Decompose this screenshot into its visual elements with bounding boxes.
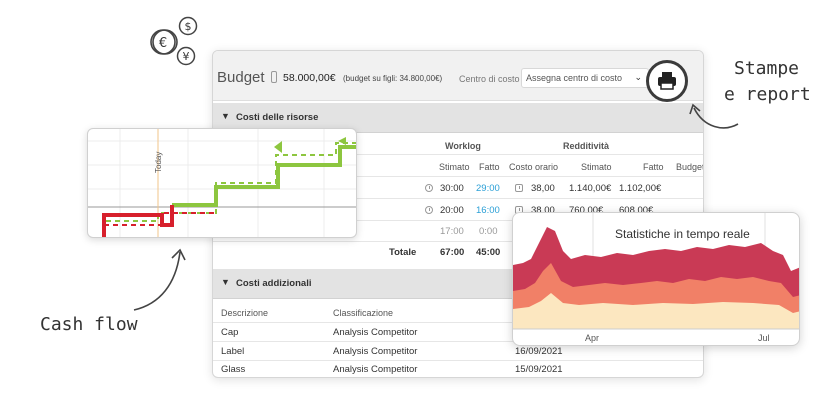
print-button[interactable] <box>646 60 688 102</box>
stats-tick-apr: Apr <box>585 333 600 343</box>
chevron-down-icon: ⌄ <box>634 72 642 82</box>
svg-text:$: $ <box>185 20 192 33</box>
row3-stimato: 17:00 <box>440 226 464 237</box>
printer-icon <box>658 72 676 90</box>
budget-amount[interactable]: 58.000,00€ <box>283 72 336 84</box>
cash-flow-chart: Today <box>87 128 357 238</box>
row2-r-fatto: 608,00€ <box>619 205 654 216</box>
budget-title: Budget <box>217 69 265 86</box>
budget-children-note: (budget su figli: 34.800,00€) <box>343 74 443 83</box>
add-row2-data[interactable]: 16/09/2021 <box>515 346 563 357</box>
add-row1-classificazione[interactable]: Analysis Competitor <box>333 327 418 338</box>
col-descrizione: Descrizione <box>221 308 269 318</box>
stats-title: Statistiche in tempo reale <box>615 227 750 241</box>
print-caption-line2: e report <box>724 84 811 105</box>
col-r-fatto: Fatto <box>643 162 664 172</box>
add-row1-descrizione[interactable]: Cap <box>221 327 239 338</box>
col-costo-orario: Costo orario <box>509 162 559 172</box>
chevron-down-icon: ▼ <box>221 111 230 121</box>
add-row3-descrizione[interactable]: Glass <box>221 364 246 375</box>
realtime-stats-chart: Statistiche in tempo reale Apr Jul <box>512 212 800 346</box>
section-additional-label: Costi addizionali <box>236 278 312 289</box>
svg-text:€: € <box>159 36 167 51</box>
row2-stimato[interactable]: 20:00 <box>440 205 464 216</box>
stats-tick-jul: Jul <box>758 333 770 343</box>
total-fatto: 45:00 <box>476 247 501 258</box>
add-row2-descrizione[interactable]: Label <box>221 346 245 357</box>
cost-center-value: Assegna centro di costo <box>526 73 623 83</box>
cash-flow-plot <box>88 129 356 237</box>
row1-fatto[interactable]: 29:00 <box>476 183 500 194</box>
arrow-to-cashflow <box>133 248 186 311</box>
stats-area-plot <box>513 213 799 330</box>
row1-costo[interactable]: 38,00 <box>531 183 555 194</box>
lock-icon[interactable] <box>271 71 277 83</box>
group-redditivita: Redditività <box>563 141 610 151</box>
clock-icon <box>425 206 433 214</box>
add-row2-classificazione[interactable]: Analysis Competitor <box>333 346 418 357</box>
add-row3-classificazione[interactable]: Analysis Competitor <box>333 364 418 375</box>
add-row3-data[interactable]: 15/09/2021 <box>515 364 563 375</box>
print-caption-line1: Stampe <box>734 58 800 79</box>
row2-costo[interactable]: 38,00 <box>531 205 555 216</box>
col-stimato: Stimato <box>439 162 470 172</box>
arrow-to-print <box>689 103 739 129</box>
budget-header: Budget 58.000,00€ (budget su figli: 34.8… <box>213 51 703 101</box>
group-worklog: Worklog <box>445 141 481 151</box>
row2-fatto[interactable]: 16:00 <box>476 205 500 216</box>
col-fatto: Fatto <box>479 162 500 172</box>
col-classificazione: Classificazione <box>333 308 394 318</box>
svg-text:¥: ¥ <box>183 50 190 63</box>
row2-r-stimato: 760,00€ <box>569 205 604 216</box>
total-stimato: 67:00 <box>440 247 465 258</box>
cost-center-label: Centro di costo <box>459 74 520 84</box>
col-budget: Budget <box>676 162 704 172</box>
currency-icon: € $ ¥ <box>150 16 198 66</box>
row1-r-fatto: 1.102,00€ <box>619 183 662 194</box>
row1-r-stimato: 1.140,00€ <box>569 183 612 194</box>
clock-icon <box>425 184 433 192</box>
row3-fatto: 0:00 <box>479 226 498 237</box>
rate-icon <box>515 184 523 192</box>
cost-center-select[interactable]: Assegna centro di costo ⌄ <box>521 68 649 88</box>
total-label: Totale <box>389 247 417 258</box>
row1-stimato[interactable]: 30:00 <box>440 183 464 194</box>
cashflow-caption: Cash flow <box>40 314 138 335</box>
chevron-down-icon: ▼ <box>221 277 230 287</box>
section-resources-label: Costi delle risorse <box>236 112 319 123</box>
today-label: Today <box>154 151 163 173</box>
col-r-stimato: Stimato <box>581 162 612 172</box>
